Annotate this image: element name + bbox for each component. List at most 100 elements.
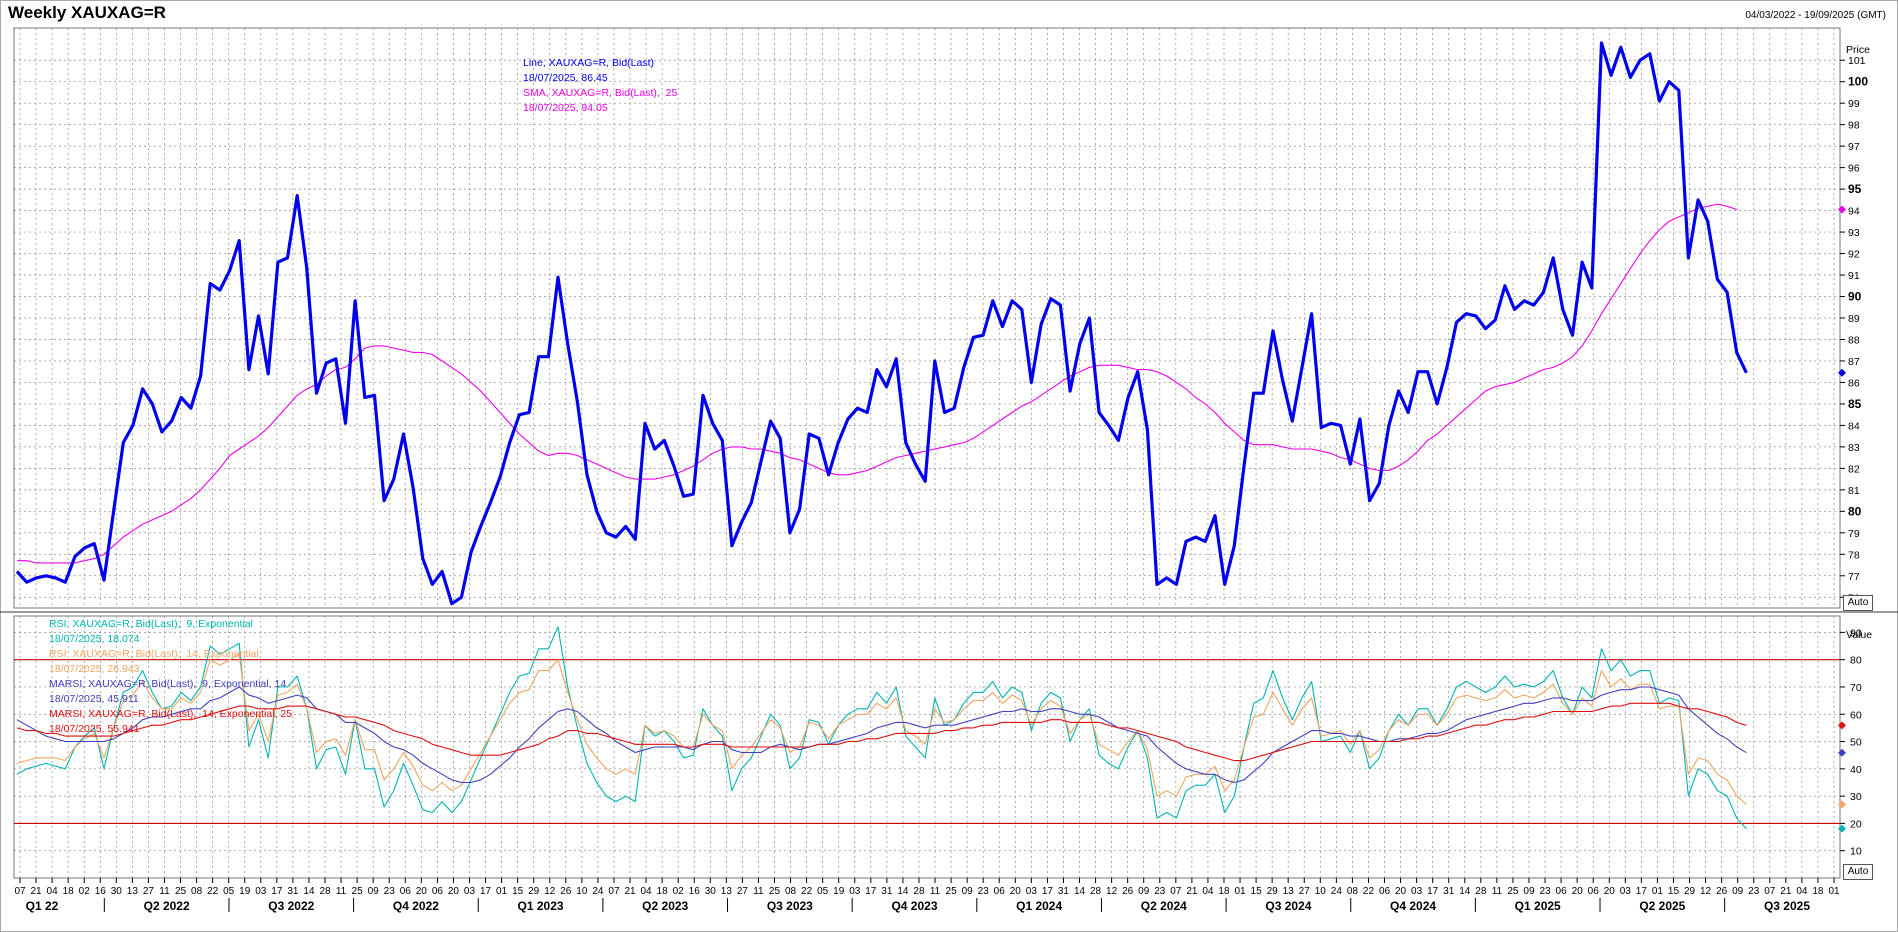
legend-entry: MARSI, XAUXAG=R, Bid(Last), 14, Exponent…	[49, 708, 293, 720]
x-quarter-label: Q4 2022	[393, 899, 439, 913]
x-day-label: 25	[352, 886, 364, 897]
x-day-label: 30	[705, 886, 717, 897]
x-day-label: 28	[913, 886, 925, 897]
x-day-label: 08	[785, 886, 797, 897]
price-y-tick-label: 78	[1848, 549, 1860, 561]
x-quarter-label: Q2 2025	[1639, 899, 1685, 913]
price-y-tick-label: 79	[1848, 528, 1860, 540]
x-quarter-label: Q2 2022	[144, 899, 190, 913]
x-day-label: 30	[111, 886, 123, 897]
x-day-label: 09	[962, 886, 974, 897]
legend-entry: Line, XAUXAG=R, Bid(Last)	[523, 57, 655, 69]
x-day-label: 12	[1106, 886, 1118, 897]
x-day-label: 15	[1668, 886, 1680, 897]
x-day-label: 03	[464, 886, 476, 897]
x-quarter-label: Q1 2024	[1016, 899, 1062, 913]
x-day-label: 06	[1588, 886, 1600, 897]
x-day-label: 14	[897, 886, 909, 897]
x-day-label: 17	[1042, 886, 1054, 897]
price-auto-scale-button[interactable]: Auto	[1843, 595, 1873, 611]
rsi14-series-line	[16, 653, 1747, 805]
x-day-label: 20	[448, 886, 460, 897]
x-day-label: 18	[63, 886, 75, 897]
x-day-label: 04	[47, 886, 59, 897]
x-day-label: 11	[159, 886, 170, 897]
price-axis-label: Price	[1846, 44, 1870, 56]
x-day-label: 22	[801, 886, 813, 897]
x-day-label: 06	[432, 886, 444, 897]
x-day-label: 26	[560, 886, 572, 897]
x-day-label: 24	[1331, 886, 1343, 897]
legend-entry: 18/07/2025, 18.074	[49, 633, 140, 645]
x-quarter-label: Q1 2025	[1515, 899, 1561, 913]
price-y-tick-label: 80	[1848, 504, 1862, 518]
x-day-label: 23	[978, 886, 990, 897]
x-day-label: 06	[994, 886, 1006, 897]
price-y-tick-label: 82	[1848, 463, 1860, 475]
x-day-label: 01	[1652, 886, 1664, 897]
osc-y-tick-label: 40	[1850, 764, 1862, 776]
x-quarter-label: Q2 2023	[642, 899, 688, 913]
oscillator-axis-label: Value	[1846, 629, 1872, 641]
osc-y-tick-label: 10	[1850, 846, 1862, 858]
x-day-label: 06	[400, 886, 412, 897]
x-day-label: 31	[1443, 886, 1455, 897]
chart-title: Weekly XAUXAG=R	[8, 3, 166, 22]
x-day-label: 05	[817, 886, 829, 897]
price-y-tick-label: 88	[1848, 334, 1860, 346]
price-y-tick-label: 85	[1848, 397, 1862, 411]
x-day-label: 04	[1202, 886, 1214, 897]
x-day-label: 03	[1411, 886, 1423, 897]
x-day-label: 04	[1796, 886, 1808, 897]
x-day-label: 07	[608, 886, 620, 897]
x-day-label: 07	[1170, 886, 1182, 897]
x-day-label: 27	[1299, 886, 1311, 897]
price-series-line	[15, 41, 1748, 606]
price-y-tick-label: 99	[1848, 98, 1860, 110]
x-day-label: 22	[1363, 886, 1375, 897]
legend-entry: 18/07/2025, 45.911	[49, 693, 139, 705]
price-y-tick-label: 84	[1848, 420, 1860, 432]
x-day-label: 03	[1026, 886, 1038, 897]
x-day-label: 02	[673, 886, 685, 897]
x-day-label: 02	[79, 886, 91, 897]
x-day-label: 09	[1523, 886, 1535, 897]
x-day-label: 20	[1572, 886, 1584, 897]
x-day-label: 28	[1090, 886, 1102, 897]
x-day-label: 12	[1700, 886, 1712, 897]
x-day-label: 20	[1395, 886, 1407, 897]
x-day-label: 01	[1234, 886, 1246, 897]
x-day-label: 22	[207, 886, 219, 897]
x-day-label: 27	[737, 886, 749, 897]
x-day-label: 27	[143, 886, 155, 897]
x-day-label: 14	[1074, 886, 1086, 897]
x-day-label: 11	[1492, 886, 1503, 897]
price-y-tick-label: 95	[1848, 182, 1862, 196]
x-day-label: 15	[1251, 886, 1263, 897]
legend-entry: SMA, XAUXAG=R, Bid(Last), 25	[523, 87, 678, 99]
x-day-label: 23	[1154, 886, 1166, 897]
osc-y-tick-label: 80	[1850, 655, 1862, 667]
x-day-label: 21	[1780, 886, 1792, 897]
x-day-label: 21	[624, 886, 636, 897]
legend-entry: 18/07/2025, 86.45	[523, 72, 608, 84]
price-y-tick-label: 86	[1848, 377, 1860, 389]
osc-y-tick-label: 50	[1850, 737, 1862, 749]
oscillator-auto-scale-button[interactable]: Auto	[1843, 864, 1873, 880]
x-day-label: 20	[416, 886, 428, 897]
osc-y-tick-label: 30	[1850, 791, 1862, 803]
oscillator-legend: RSI, XAUXAG=R, Bid(Last), 9, Exponential…	[49, 617, 292, 737]
x-day-label: 11	[753, 886, 764, 897]
x-day-label: 13	[1283, 886, 1295, 897]
x-day-label: 28	[1475, 886, 1487, 897]
x-quarter-label: Q3 2025	[1764, 899, 1810, 913]
x-day-label: 31	[881, 886, 893, 897]
date-range: 04/03/2022 - 19/09/2025 (GMT)	[1745, 10, 1886, 21]
x-day-label: 10	[1315, 886, 1327, 897]
x-day-label: 19	[833, 886, 845, 897]
x-day-label: 21	[1186, 886, 1198, 897]
x-day-label: 17	[480, 886, 492, 897]
x-day-label: 06	[1556, 886, 1568, 897]
price-last-marker	[1838, 368, 1846, 377]
